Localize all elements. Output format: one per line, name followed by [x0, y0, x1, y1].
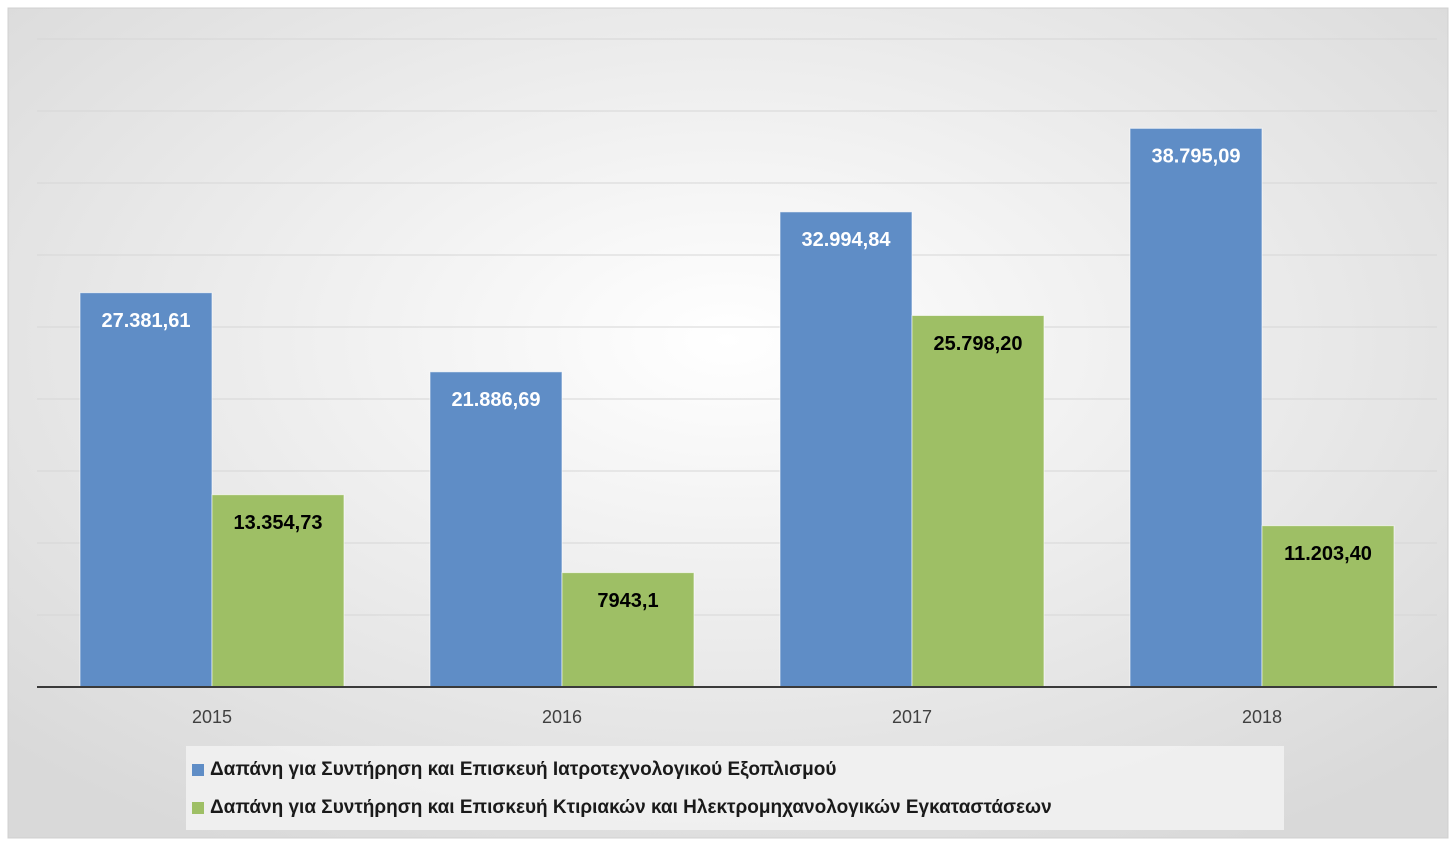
bar	[779, 211, 913, 688]
data-label: 25.798,20	[934, 333, 1023, 355]
data-label: 32.994,84	[802, 229, 892, 251]
data-label: 38.795,09	[1152, 146, 1241, 168]
data-label: 11.203,40	[1284, 543, 1372, 565]
x-tick-label: 2016	[542, 707, 582, 727]
data-label: 21.886,69	[452, 389, 541, 411]
x-tick-label: 2018	[1242, 707, 1282, 727]
data-label: 13.354,73	[234, 512, 323, 534]
bar	[429, 371, 563, 688]
legend-swatch	[192, 764, 204, 776]
legend-label: Δαπάνη για Συντήρηση και Επισκευή Ιατροτ…	[210, 759, 836, 780]
x-tick-label: 2015	[192, 707, 232, 727]
legend-label: Δαπάνη για Συντήρηση και Επισκευή Κτιρια…	[210, 797, 1052, 818]
bar	[561, 572, 695, 688]
data-label: 27.381,61	[102, 310, 191, 332]
legend-swatch	[192, 802, 204, 814]
bar	[1129, 127, 1263, 688]
bar	[911, 315, 1045, 688]
bar	[211, 494, 345, 688]
data-label: 7943,1	[597, 590, 658, 612]
x-tick-label: 2017	[892, 707, 932, 727]
bar	[1261, 525, 1395, 688]
bar	[79, 292, 213, 688]
legend-box	[186, 746, 1284, 830]
